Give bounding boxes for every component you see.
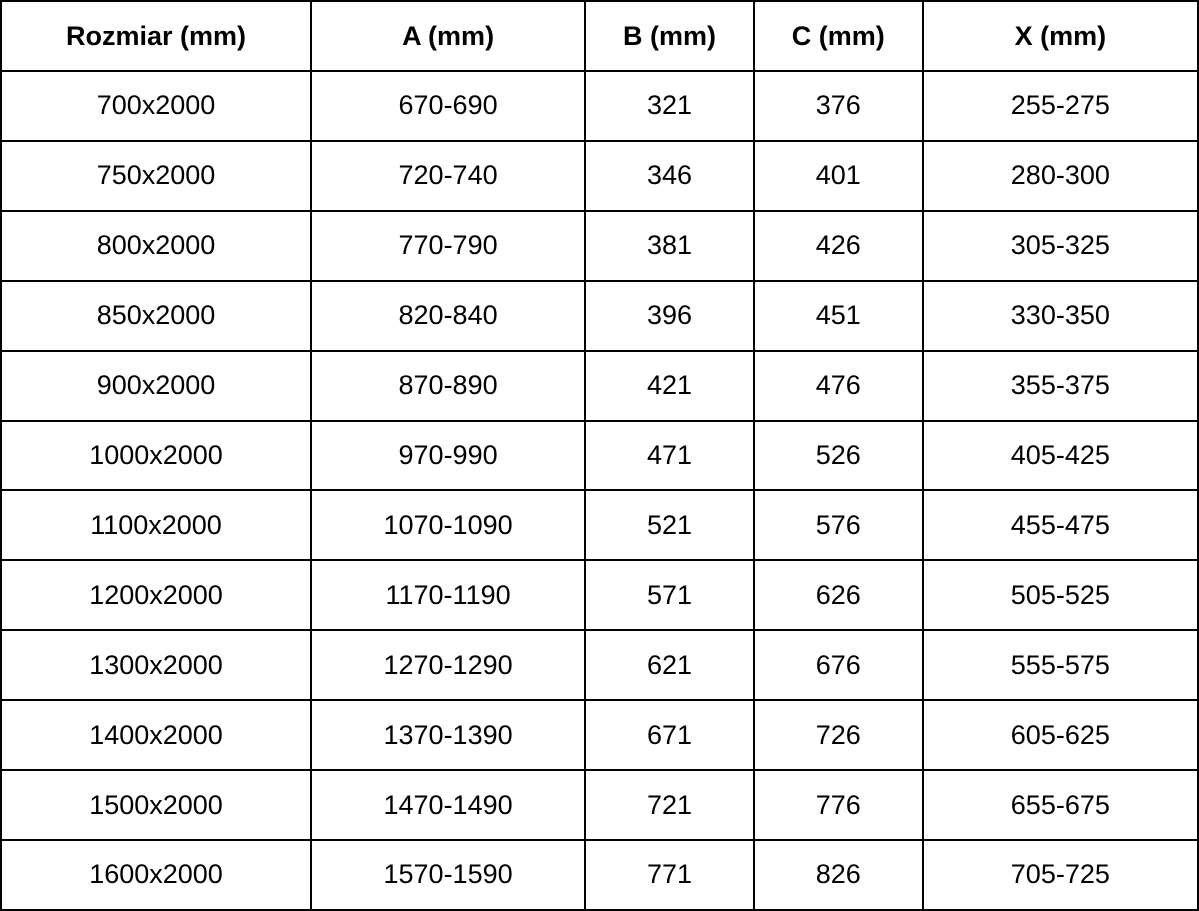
cell-c: 676 [752,629,924,702]
cell-b: 396 [584,279,755,352]
cell-b: 321 [584,70,755,142]
cell-rozmiar: 1500x2000 [0,769,313,841]
header-row: Rozmiar (mm) A (mm) B (mm) C (mm) X (mm) [0,0,1199,72]
cell-c: 526 [752,419,924,492]
cell-rozmiar: 1000x2000 [0,419,313,492]
column-header-x: X (mm) [921,0,1199,72]
table-header: Rozmiar (mm) A (mm) B (mm) C (mm) X (mm) [0,0,1199,72]
cell-a: 1570-1590 [310,838,587,911]
cell-c: 726 [752,699,924,772]
cell-rozmiar: 800x2000 [0,209,313,282]
cell-x: 455-475 [921,489,1199,562]
cell-x: 655-675 [921,769,1199,841]
table-row: 850x2000 820-840 396 451 330-350 [0,279,1199,352]
cell-a: 1070-1090 [310,489,587,562]
cell-a: 820-840 [310,279,587,352]
cell-rozmiar: 1300x2000 [0,629,313,702]
table-row: 1100x2000 1070-1090 521 576 455-475 [0,489,1199,562]
cell-b: 671 [584,699,755,772]
table-row: 1500x2000 1470-1490 721 776 655-675 [0,769,1199,841]
cell-x: 555-575 [921,629,1199,702]
cell-x: 355-375 [921,349,1199,422]
column-header-rozmiar: Rozmiar (mm) [0,0,313,72]
table-row: 800x2000 770-790 381 426 305-325 [0,209,1199,282]
cell-b: 471 [584,419,755,492]
cell-b: 571 [584,559,755,632]
cell-a: 670-690 [310,70,587,142]
column-header-a: A (mm) [310,0,587,72]
cell-c: 626 [752,559,924,632]
cell-rozmiar: 1100x2000 [0,489,313,562]
cell-b: 721 [584,769,755,841]
cell-b: 346 [584,139,755,212]
cell-c: 401 [752,139,924,212]
column-header-b: B (mm) [584,0,755,72]
table-row: 1200x2000 1170-1190 571 626 505-525 [0,559,1199,632]
table-row: 750x2000 720-740 346 401 280-300 [0,139,1199,212]
cell-x: 705-725 [921,838,1199,911]
cell-a: 970-990 [310,419,587,492]
cell-c: 576 [752,489,924,562]
cell-x: 255-275 [921,70,1199,142]
cell-a: 770-790 [310,209,587,282]
cell-c: 376 [752,70,924,142]
cell-c: 776 [752,769,924,841]
cell-a: 1470-1490 [310,769,587,841]
table-row: 900x2000 870-890 421 476 355-375 [0,349,1199,422]
cell-x: 405-425 [921,419,1199,492]
table-row: 1300x2000 1270-1290 621 676 555-575 [0,629,1199,702]
cell-rozmiar: 1200x2000 [0,559,313,632]
column-header-c: C (mm) [752,0,924,72]
cell-x: 330-350 [921,279,1199,352]
cell-b: 621 [584,629,755,702]
cell-x: 605-625 [921,699,1199,772]
table-row: 1400x2000 1370-1390 671 726 605-625 [0,699,1199,772]
table-body: 700x2000 670-690 321 376 255-275 750x2000 720-… [0,70,1199,911]
cell-a: 720-740 [310,139,587,212]
cell-x: 305-325 [921,209,1199,282]
cell-b: 521 [584,489,755,562]
cell-c: 826 [752,838,924,911]
cell-rozmiar: 700x2000 [0,70,313,142]
cell-b: 771 [584,838,755,911]
cell-x: 280-300 [921,139,1199,212]
cell-c: 426 [752,209,924,282]
cell-a: 1370-1390 [310,699,587,772]
cell-rozmiar: 1400x2000 [0,699,313,772]
cell-rozmiar: 850x2000 [0,279,313,352]
cell-a: 1270-1290 [310,629,587,702]
table-row: 1000x2000 970-990 471 526 405-425 [0,419,1199,492]
table-row: 1600x2000 1570-1590 771 826 705-725 [0,838,1199,911]
cell-a: 870-890 [310,349,587,422]
cell-rozmiar: 900x2000 [0,349,313,422]
cell-c: 451 [752,279,924,352]
table-row: 700x2000 670-690 321 376 255-275 [0,70,1199,142]
cell-rozmiar: 750x2000 [0,139,313,212]
cell-b: 381 [584,209,755,282]
cell-x: 505-525 [921,559,1199,632]
cell-rozmiar: 1600x2000 [0,838,313,911]
cell-a: 1170-1190 [310,559,587,632]
cell-b: 421 [584,349,755,422]
cell-c: 476 [752,349,924,422]
